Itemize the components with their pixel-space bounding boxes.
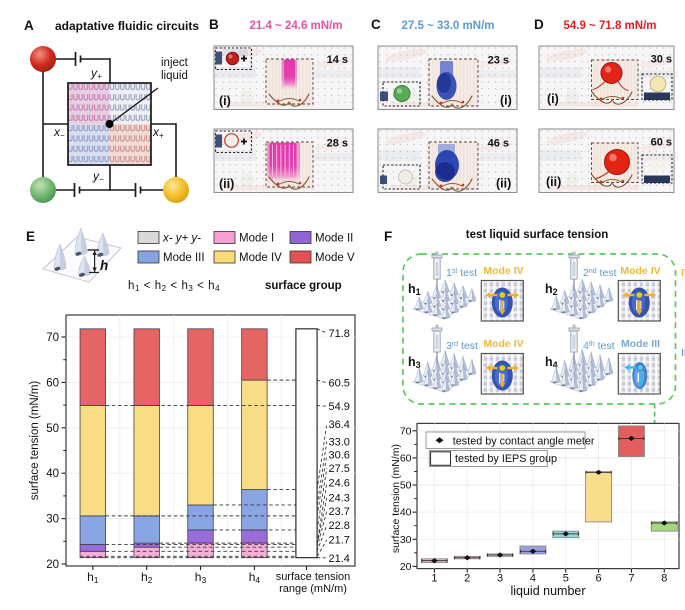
svg-text:Mode IV: Mode IV (239, 252, 282, 264)
svg-text:3: 3 (497, 573, 503, 585)
svg-text:5: 5 (563, 573, 569, 585)
svg-text:(i): (i) (547, 92, 559, 106)
svg-text:7: 7 (628, 573, 634, 585)
svg-text:20: 20 (46, 559, 59, 571)
svg-text:4: 4 (530, 573, 536, 585)
svg-text:Mode I: Mode I (239, 233, 274, 245)
svg-text:3rd test: 3rd test (446, 340, 478, 352)
svg-text:IV: IV (681, 267, 685, 279)
svg-text:h3: h3 (195, 570, 207, 585)
svg-text:surface tension: surface tension (276, 571, 351, 583)
svg-text:y+: y+ (90, 66, 102, 81)
svg-text:28 s: 28 s (327, 138, 348, 150)
svg-text:27.5: 27.5 (329, 463, 350, 475)
svg-text:(i): (i) (219, 94, 231, 108)
svg-text:30: 30 (400, 534, 412, 546)
svg-text:60 s: 60 s (651, 137, 672, 149)
svg-text:D: D (534, 17, 544, 32)
svg-text:27.5 ~ 33.0 mN/m: 27.5 ~ 33.0 mN/m (401, 20, 494, 32)
svg-text:liquid: liquid (161, 70, 188, 82)
svg-text:range (mN/m): range (mN/m) (279, 583, 347, 595)
svg-text:Mode IV: Mode IV (620, 265, 660, 277)
svg-text:21.7: 21.7 (329, 535, 350, 547)
svg-text:2nd test: 2nd test (583, 267, 617, 279)
svg-text:30.6: 30.6 (329, 450, 350, 462)
svg-text:h: h (100, 258, 108, 273)
svg-text:tested by IEPS group: tested by IEPS group (455, 453, 557, 465)
svg-text:30: 30 (46, 514, 59, 526)
svg-text:24.6: 24.6 (329, 478, 350, 490)
svg-text:46 s: 46 s (488, 138, 509, 150)
svg-text:E: E (26, 229, 35, 244)
svg-text:(ii): (ii) (496, 177, 511, 191)
svg-text:54.9: 54.9 (329, 401, 350, 413)
svg-text:70: 70 (46, 332, 59, 344)
svg-text:h2: h2 (545, 282, 558, 297)
svg-text:50: 50 (46, 423, 59, 435)
svg-text:h4: h4 (249, 570, 261, 585)
svg-text:4th test: 4th test (583, 340, 615, 352)
svg-text:surface group: surface group (265, 280, 342, 292)
svg-text:70: 70 (400, 425, 412, 437)
svg-text:inject: inject (161, 57, 189, 69)
svg-text:(ii): (ii) (546, 175, 561, 189)
svg-text:x+: x+ (152, 125, 164, 140)
svg-text:C: C (371, 17, 381, 32)
svg-text:50: 50 (400, 480, 412, 492)
svg-text:Mode V: Mode V (315, 252, 355, 264)
svg-text:23.7: 23.7 (329, 506, 350, 518)
svg-text:h3: h3 (408, 355, 421, 370)
svg-text:Mode III: Mode III (163, 252, 205, 264)
svg-text:(i): (i) (500, 94, 512, 108)
svg-text:8: 8 (661, 573, 667, 585)
svg-text:Mode III: Mode III (621, 338, 660, 350)
svg-text:40: 40 (46, 468, 59, 480)
svg-text:14 s: 14 s (327, 54, 348, 66)
svg-text:x- y+ y-: x- y+ y- (162, 233, 201, 245)
svg-text:36.4: 36.4 (329, 419, 350, 431)
svg-text:adaptative fluidic circuits: adaptative fluidic circuits (55, 19, 199, 33)
svg-text:A: A (24, 18, 34, 33)
svg-text:60: 60 (400, 452, 412, 464)
svg-text:test liquid surface tension: test liquid surface tension (466, 229, 609, 241)
svg-text:60: 60 (46, 377, 59, 389)
svg-text:1: 1 (431, 573, 437, 585)
svg-text:(ii): (ii) (219, 177, 234, 191)
svg-text:surface tension (mN/m): surface tension (mN/m) (390, 444, 402, 553)
svg-text:22.8: 22.8 (329, 520, 350, 532)
svg-text:23 s: 23 s (488, 55, 509, 67)
svg-text:24.3: 24.3 (329, 492, 350, 504)
svg-text:h1: h1 (408, 282, 421, 297)
svg-text:Mode IV: Mode IV (483, 265, 523, 277)
svg-text:h2: h2 (141, 570, 153, 585)
svg-text:21.4: 21.4 (329, 553, 350, 565)
svg-text:F: F (384, 229, 392, 244)
svg-text:2: 2 (464, 573, 470, 585)
svg-text:h1 < h2 < h3 < h4: h1 < h2 < h3 < h4 (128, 280, 220, 293)
svg-text:III: III (681, 347, 685, 359)
svg-text:liquid number: liquid number (510, 584, 585, 598)
svg-text:30 s: 30 s (651, 54, 672, 66)
svg-text:60.5: 60.5 (329, 378, 350, 390)
svg-text:1st test: 1st test (446, 267, 477, 279)
svg-text:surface tension (mN/m): surface tension (mN/m) (29, 381, 41, 501)
svg-text:71.8: 71.8 (329, 328, 350, 340)
svg-text:Mode II: Mode II (315, 233, 353, 245)
svg-text:6: 6 (596, 573, 602, 585)
svg-text:Mode IV: Mode IV (483, 338, 523, 350)
svg-text:20: 20 (400, 561, 412, 573)
svg-text:x−: x− (53, 125, 65, 140)
svg-text:B: B (209, 17, 219, 32)
svg-text:y−: y− (92, 169, 104, 184)
svg-text:54.9 ~ 71.8 mN/m: 54.9 ~ 71.8 mN/m (563, 20, 656, 32)
svg-text:tested by contact angle meter: tested by contact angle meter (453, 436, 595, 448)
svg-text:33.0: 33.0 (329, 436, 350, 448)
svg-text:h1: h1 (87, 570, 99, 585)
svg-text:40: 40 (400, 507, 412, 519)
svg-text:21.4 ~ 24.6 mN/m: 21.4 ~ 24.6 mN/m (249, 20, 342, 32)
